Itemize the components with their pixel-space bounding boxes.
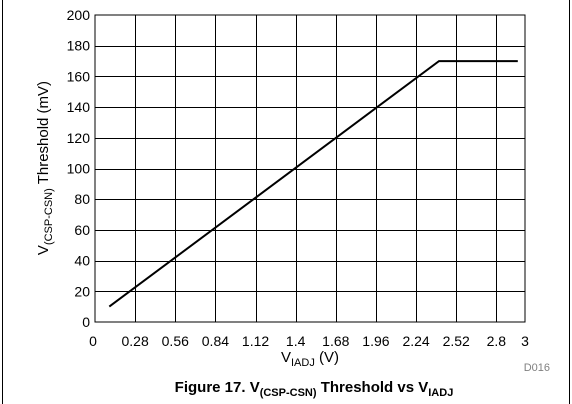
x-tick-label: 1.96 xyxy=(362,333,389,349)
y-tick-label: 40 xyxy=(74,253,90,269)
y-tick-label: 100 xyxy=(67,161,91,177)
y-tick-label: 140 xyxy=(67,99,91,115)
y-tick-label: 180 xyxy=(67,38,91,54)
x-tick-label: 1.68 xyxy=(322,333,349,349)
graph-code: D016 xyxy=(524,362,550,374)
y-tick-label: 0 xyxy=(82,314,90,330)
series-line xyxy=(108,60,518,308)
y-tick-label: 60 xyxy=(74,222,90,238)
x-tick-label: 2.52 xyxy=(443,333,470,349)
x-axis-title: VIADJ (V) xyxy=(281,349,339,369)
y-tick-label: 80 xyxy=(74,191,90,207)
x-tick-label: 1.4 xyxy=(286,333,306,349)
x-tick-label: 0 xyxy=(89,333,97,349)
page-frame-right xyxy=(569,0,570,404)
y-tick-labels: 0 20 40 60 80 100 120 140 160 180 200 xyxy=(67,7,91,330)
y-tick-label: 120 xyxy=(67,130,91,146)
x-tick-label: 1.12 xyxy=(242,333,269,349)
figure-caption: Figure 17. V(CSP-CSN) Threshold vs VIADJ xyxy=(175,379,454,399)
page-frame-left xyxy=(2,0,3,404)
y-tick-label: 160 xyxy=(67,68,91,84)
y-tick-label: 200 xyxy=(67,7,91,23)
x-tick-label: 2.8 xyxy=(487,333,507,349)
x-tick-label: 2.24 xyxy=(402,333,429,349)
x-tick-labels: 0 0.28 0.56 0.84 1.12 1.4 1.68 1.96 2.24 2.52 2.8 3 xyxy=(89,333,529,349)
x-tick-label: 0.28 xyxy=(122,333,149,349)
y-tick-label: 20 xyxy=(74,283,90,299)
x-tick-label: 3 xyxy=(521,333,529,349)
series-layer xyxy=(108,60,518,308)
x-tick-label: 0.56 xyxy=(162,333,189,349)
plot-border xyxy=(94,14,526,323)
y-axis-title: V(CSP-CSN) Threshold (mV) xyxy=(35,81,55,255)
x-tick-label: 0.84 xyxy=(202,333,229,349)
grid xyxy=(95,15,525,322)
